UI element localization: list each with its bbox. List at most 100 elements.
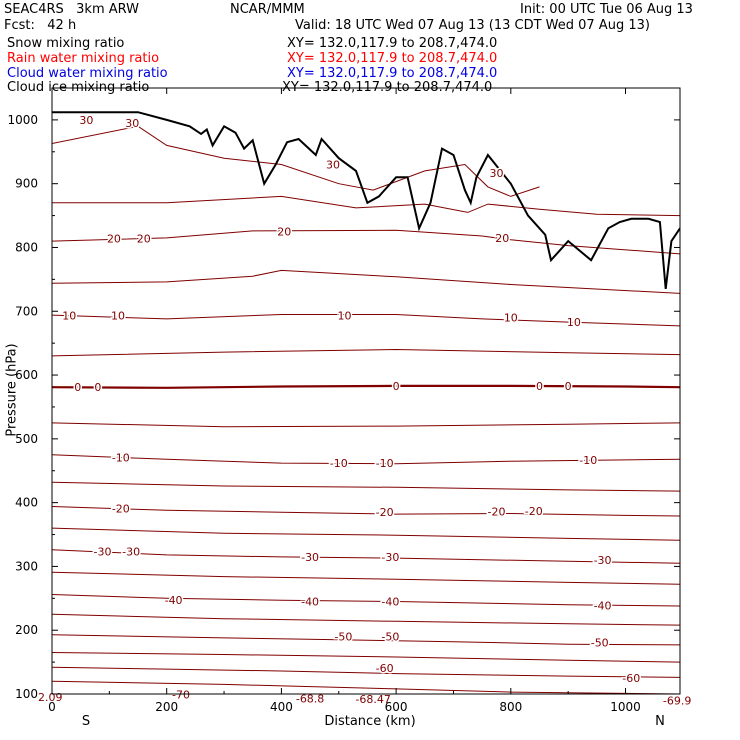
isotherm-contours	[52, 125, 680, 694]
plot-frame	[51, 87, 681, 695]
contour-label: -50	[334, 631, 352, 644]
x-end-label-right: N	[655, 714, 665, 729]
model-title: SEAC4RS 3km ARW	[4, 2, 140, 17]
isotherm-m45	[52, 613, 680, 626]
x-tick-label: 1000	[610, 700, 641, 714]
x-tick-label: 0	[48, 700, 56, 714]
contour-label: -30	[93, 546, 111, 559]
contour-label: 10	[62, 310, 76, 323]
contour-label: 0	[74, 381, 81, 394]
contour-label: -40	[594, 599, 612, 612]
y-tick-label: 700	[15, 304, 38, 318]
contour-label: 30	[125, 117, 139, 130]
field-rain-xy: XY= 132.0,117.9 to 208.7,474.0	[287, 51, 498, 66]
contour-label: 30	[326, 159, 340, 172]
field-cloud-ice-label: Cloud ice mixing ratio	[7, 80, 150, 95]
valid-time: Valid: 18 UTC Wed 07 Aug 13 (13 CDT Wed …	[295, 18, 650, 33]
isotherm-m60	[52, 666, 680, 678]
isotherm-m35	[52, 571, 680, 585]
x-tick-label: 200	[155, 700, 178, 714]
contour-label: -40	[165, 594, 183, 607]
center-title: NCAR/MMM	[230, 2, 305, 17]
contour-label: -50	[381, 631, 399, 644]
contour-label: -60	[376, 662, 394, 675]
contour-label: -10	[376, 457, 394, 470]
init-time: Init: 00 UTC Tue 06 Aug 13	[520, 2, 693, 17]
y-tick-label: 400	[15, 496, 38, 510]
isotherm-m65	[52, 680, 680, 694]
isotherm-m20	[52, 506, 680, 517]
terrain-line	[52, 111, 680, 290]
contour-label: 20	[137, 233, 151, 246]
contour-label: 10	[111, 310, 125, 323]
contour-label: 0	[565, 380, 572, 393]
y-tick-label: 600	[15, 368, 38, 382]
isotherm-m55	[52, 652, 680, 663]
isotherm-m15	[52, 481, 680, 492]
contour-label: -30	[594, 554, 612, 567]
terrain-profile	[52, 111, 680, 290]
field-snow-label: Snow mixing ratio	[7, 36, 125, 51]
field-cloud-water-xy: XY= 132.0,117.9 to 208.7,474.0	[287, 66, 498, 81]
field-rain-label: Rain water mixing ratio	[7, 51, 160, 66]
contour-label: 10	[337, 310, 351, 323]
contour-label: -40	[301, 596, 319, 609]
isotherm-m5	[52, 422, 680, 428]
field-cloud-water-label: Cloud water mixing ratio	[7, 66, 168, 81]
y-tick-label: 200	[15, 623, 38, 637]
contour-label: 0	[94, 381, 101, 394]
contour-label: 0	[393, 380, 400, 393]
contour-label: -60	[622, 672, 640, 685]
contour-label: -50	[591, 636, 609, 649]
contour-label: -30	[122, 546, 140, 559]
field-cloud-ice-xy: XY= 132.0,117.9 to 208.7,474.0	[282, 80, 493, 95]
contour-label: 10	[504, 312, 518, 325]
x-tick-label: 400	[270, 700, 293, 714]
isotherm-m40	[52, 594, 680, 607]
contour-label: -10	[112, 451, 130, 464]
isotherm-25	[52, 195, 680, 217]
y-tick-label: 900	[15, 177, 38, 191]
contour-label: 30	[489, 167, 503, 180]
x-axis-label: Distance (km)	[324, 714, 415, 729]
contour-labels: 2.09 -70 -68.8 -68.47 -69.9-60-60-50 -50 -50-4…	[37, 112, 693, 708]
isotherm-m25	[52, 527, 680, 541]
isotherm-10	[52, 314, 680, 327]
isotherm-15	[52, 269, 680, 294]
contour-label: -68.8	[296, 692, 324, 705]
contour-label: 20	[107, 233, 121, 246]
x-end-label-left: S	[82, 714, 90, 729]
y-tick-label: 1000	[7, 113, 38, 127]
contour-label: -20	[112, 502, 130, 515]
isotherm-0	[52, 384, 680, 389]
y-axis-label: Pressure (hPa)	[4, 343, 20, 437]
y-tick-label: 100	[15, 687, 38, 701]
isotherm-30	[52, 125, 540, 197]
isotherm-5	[52, 348, 680, 357]
contour-label: -70	[172, 689, 190, 702]
y-tick-label: 300	[15, 559, 38, 573]
contour-label: -10	[579, 454, 597, 467]
contour-label: -10	[330, 457, 348, 470]
isotherm-m50	[52, 634, 680, 646]
contour-label: -20	[487, 506, 505, 519]
contour-label: -69.9	[663, 694, 691, 707]
y-tick-label: 800	[15, 240, 38, 254]
contour-label: -30	[301, 551, 319, 564]
isotherm-m10	[52, 454, 680, 465]
contour-label: -40	[381, 596, 399, 609]
isotherm-20	[52, 229, 680, 255]
y-tick-label: 500	[15, 432, 38, 446]
contour-label: 0	[536, 380, 543, 393]
contour-label: -20	[376, 506, 394, 519]
contour-label: 20	[277, 226, 291, 239]
contour-label: -68.47	[355, 693, 390, 706]
forecast-hour: Fcst: 42 h	[4, 18, 77, 33]
isotherm-m30	[52, 549, 680, 564]
x-tick-label: 600	[385, 700, 408, 714]
field-snow-xy: XY= 132.0,117.9 to 208.7,474.0	[287, 36, 498, 51]
contour-label: 10	[567, 316, 581, 329]
contour-label: -20	[525, 505, 543, 518]
